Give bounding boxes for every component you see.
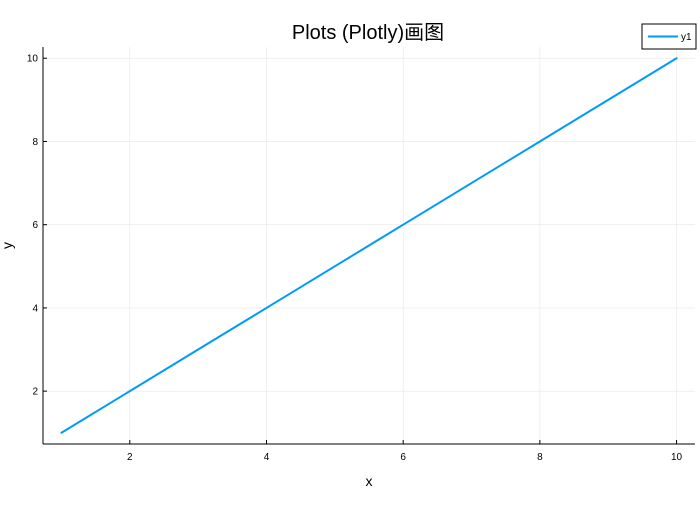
- x-ticks: 2 4 6 8 10: [127, 440, 683, 463]
- x-tick-label: 4: [264, 452, 270, 463]
- x-tick-label: 8: [537, 452, 543, 463]
- chart-title: Plots (Plotly)画图: [292, 22, 444, 44]
- series-layer: [60, 57, 678, 434]
- legend-label-y1: y1: [681, 32, 692, 43]
- y-tick-label: 8: [32, 137, 38, 148]
- axes: [42, 47, 695, 445]
- series-line-y1: [60, 57, 678, 434]
- y-tick-label: 6: [32, 220, 38, 231]
- y-tick-label: 2: [32, 387, 38, 398]
- y-tick-label: 4: [32, 303, 38, 314]
- x-tick-label: 6: [400, 452, 406, 463]
- grid-lines: [43, 47, 695, 444]
- y-ticks: 2 4 6 8 10: [27, 54, 47, 398]
- x-axis-label: x: [366, 473, 373, 489]
- x-tick-label: 2: [127, 452, 133, 463]
- y-axis-label: y: [0, 242, 15, 249]
- legend: y1: [641, 23, 697, 50]
- x-tick-label: 10: [671, 452, 683, 463]
- y-tick-label: 10: [27, 54, 39, 65]
